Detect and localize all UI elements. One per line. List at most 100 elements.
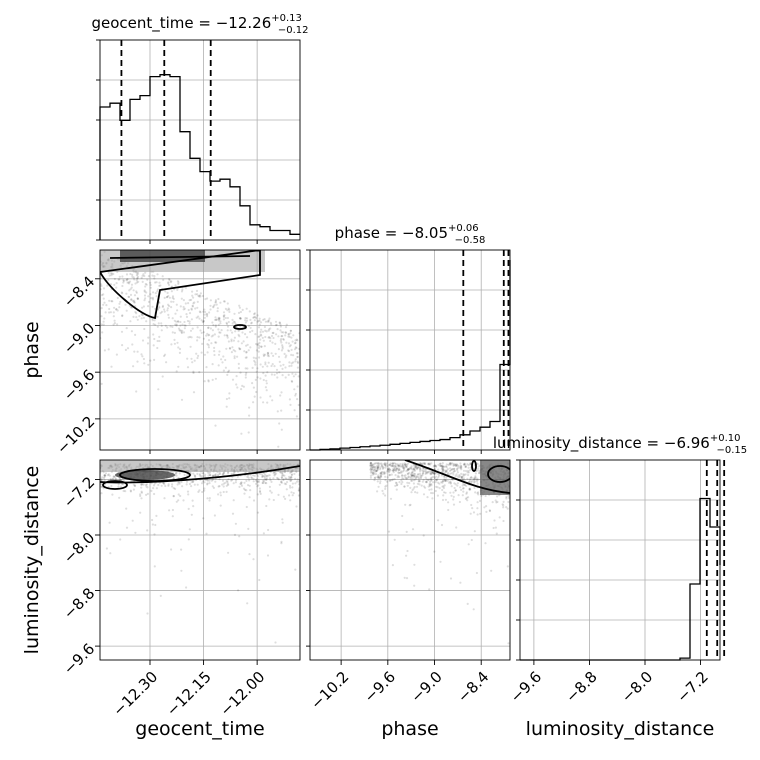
sample-point [262, 532, 265, 535]
sample-point [233, 533, 237, 537]
sample-point [465, 496, 468, 499]
sample-point [231, 331, 234, 334]
sample-point [469, 463, 472, 466]
sample-point [452, 503, 456, 506]
sample-point [394, 469, 397, 472]
sample-point [458, 500, 461, 504]
sample-point [223, 314, 226, 317]
sample-point [290, 491, 293, 494]
sample-point [467, 473, 470, 477]
sample-point [200, 351, 203, 354]
sample-point [162, 278, 165, 282]
sample-point [476, 501, 479, 504]
sample-point [266, 401, 269, 404]
sample-point [155, 281, 158, 284]
sample-point [233, 312, 236, 315]
sample-point [187, 538, 190, 541]
sample-point [255, 370, 258, 373]
sample-point [379, 475, 382, 478]
sample-point [391, 464, 394, 467]
sample-point [444, 479, 447, 482]
sample-point [145, 483, 149, 486]
sample-point [132, 488, 135, 491]
sample-point [209, 304, 212, 307]
sample-point [225, 347, 228, 350]
sample-point [373, 477, 376, 480]
sample-point [285, 481, 289, 484]
sample-point [404, 465, 407, 468]
sample-point [434, 472, 437, 475]
sample-point [422, 462, 425, 465]
sample-point [179, 329, 182, 332]
sample-point [248, 414, 251, 417]
sample-point [253, 319, 256, 322]
sample-point [109, 311, 112, 314]
sample-point [392, 462, 395, 465]
sample-point [462, 469, 466, 472]
sample-point [374, 468, 377, 471]
sample-point [212, 486, 215, 489]
sample-point [454, 464, 457, 467]
sample-point [175, 500, 178, 503]
sample-point [280, 481, 283, 484]
sample-point [201, 472, 204, 475]
sample-point [239, 317, 242, 320]
sample-point [370, 466, 373, 469]
sample-point [117, 483, 120, 486]
sample-point [187, 507, 190, 510]
sample-point [201, 342, 204, 345]
histogram-luminosity_distance [520, 497, 721, 661]
sample-point [136, 360, 139, 363]
sample-point [151, 319, 154, 322]
sample-point [259, 321, 263, 324]
sample-point [202, 320, 205, 323]
sample-point [135, 291, 138, 294]
sample-point [376, 466, 380, 469]
histogram-phase [310, 260, 511, 451]
sample-point [406, 467, 409, 471]
sample-point [199, 329, 202, 332]
sample-point [507, 500, 510, 504]
sample-point [210, 342, 213, 345]
sample-point [469, 477, 472, 480]
sample-point [281, 345, 284, 348]
sample-point [207, 380, 210, 383]
sample-point [264, 320, 267, 323]
sample-point [249, 489, 252, 492]
sample-point [167, 303, 170, 306]
sample-point [104, 474, 107, 477]
sample-point [444, 479, 447, 483]
sample-point [386, 476, 389, 479]
panel-frame-1-1 [309, 249, 511, 451]
sample-point [146, 529, 149, 532]
sample-point [153, 337, 156, 341]
sample-point [223, 334, 226, 337]
sample-point [369, 461, 372, 465]
sample-point [442, 485, 445, 488]
sample-point [171, 483, 174, 486]
sample-point [185, 480, 189, 483]
y-tick-label-luminosity_distance: −8.8 [60, 584, 98, 622]
sample-point [285, 488, 288, 491]
sample-point [134, 484, 137, 487]
sample-point [227, 340, 230, 343]
sample-point [213, 474, 217, 477]
sample-point [505, 506, 508, 509]
sample-point [464, 465, 467, 469]
sample-point [133, 294, 137, 297]
sample-point [297, 494, 300, 497]
sample-point [191, 499, 194, 502]
sample-point [133, 301, 136, 304]
sample-point [460, 488, 463, 491]
sample-point [410, 465, 413, 468]
sample-point [207, 334, 210, 337]
sample-point [268, 474, 271, 477]
sample-point [237, 311, 241, 314]
contour-line [109, 255, 251, 259]
sample-point [100, 323, 103, 326]
sample-point [253, 359, 256, 362]
sample-point [168, 509, 171, 512]
sample-point [259, 333, 262, 336]
sample-point [297, 403, 300, 407]
sample-point [233, 336, 236, 339]
